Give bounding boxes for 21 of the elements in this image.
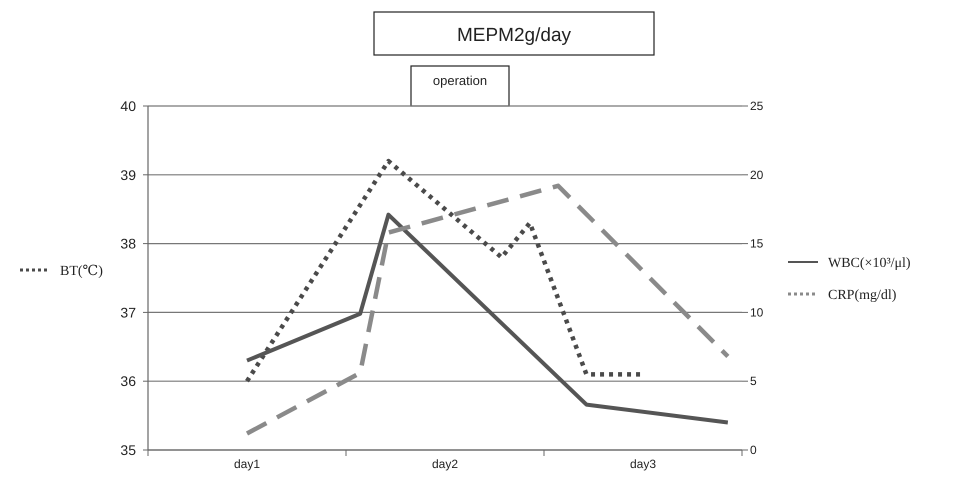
y2-tick-label: 0 — [750, 443, 757, 457]
legend-label: CRP(mg/dl) — [828, 288, 897, 303]
y2-tick-label: 10 — [750, 305, 764, 320]
x-tick-label: day2 — [432, 457, 458, 471]
legend-label: WBC(×10³/μl) — [828, 256, 911, 271]
y-tick-label: 35 — [120, 442, 136, 458]
y-tick-label: 40 — [120, 98, 136, 114]
line-series — [244, 184, 730, 436]
y2-tick-label: 25 — [750, 99, 764, 113]
x-tick-label: day3 — [630, 457, 656, 471]
x-tick-label: day1 — [234, 457, 260, 471]
legend-label: BT(℃) — [60, 264, 104, 279]
y-tick-label: 37 — [120, 304, 136, 320]
text: operation — [432, 73, 488, 88]
y-tick-label: 38 — [120, 236, 136, 252]
y2-tick-label: 5 — [750, 374, 757, 388]
chart-title: MEPM2g/day — [456, 25, 572, 46]
y2-tick-label: 20 — [750, 168, 764, 182]
y-tick-label: 36 — [120, 373, 136, 390]
y-tick-label: 39 — [120, 166, 136, 183]
y2-tick-label: 15 — [750, 236, 764, 251]
